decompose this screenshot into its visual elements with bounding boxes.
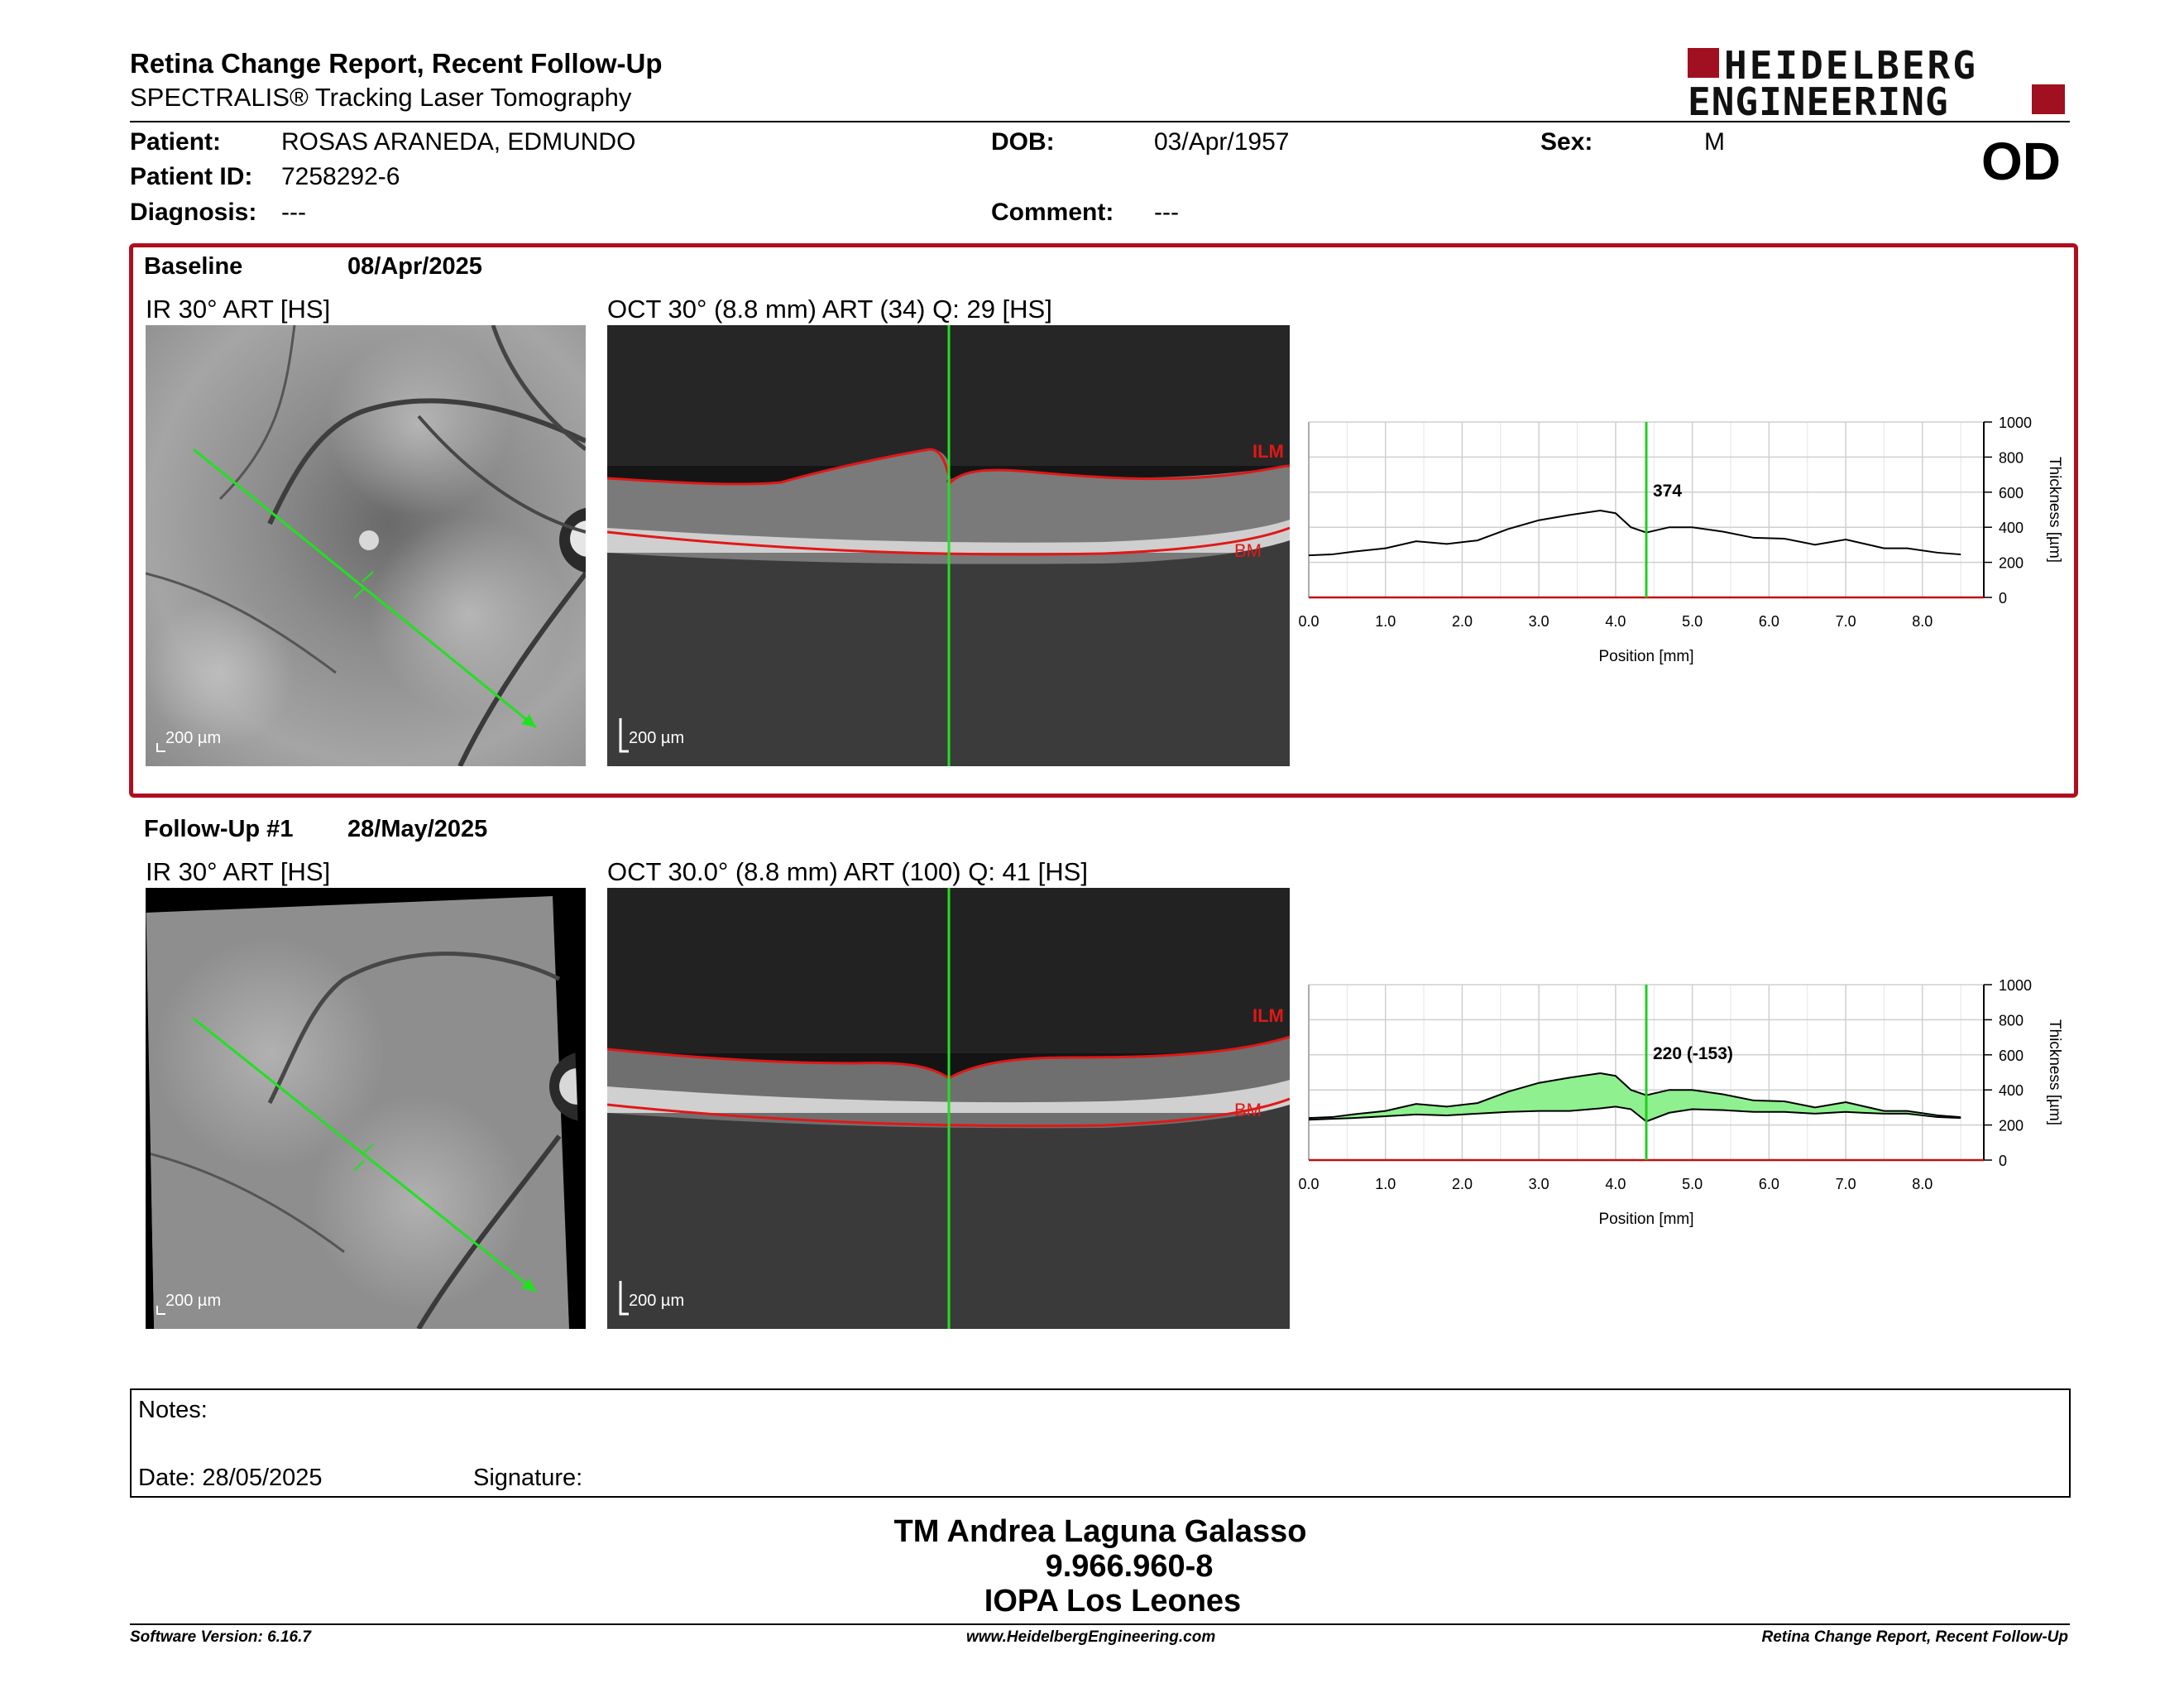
signatory-id: 9.966.960-8 (1045, 1549, 1214, 1584)
chart-x-tick-label: 4.0 (1605, 1176, 1626, 1192)
chart-y-tick-label: 0 (1999, 1153, 2007, 1169)
chart-y-tick-label: 400 (1999, 1082, 2024, 1099)
followup-ir-label: IR 30° ART [HS] (146, 857, 331, 886)
chart-series-line (1308, 1072, 1961, 1120)
baseline-oct-scale: 200 µm (629, 729, 685, 747)
logo-red-square-top (1688, 48, 1719, 78)
followup-thickness-chart: 0.0 1.0 2.0 3.0 4.0 5.0 6.0 7.0 8.0 0 200 400 600 800… (1298, 977, 2063, 1228)
chart-x-tick-label: 8.0 (1912, 613, 1933, 630)
chart-y-tick-label: 200 (1999, 555, 2024, 572)
footer-report-name: Retina Change Report, Recent Follow-Up (1761, 1628, 2068, 1646)
baseline-oct-label: OCT 30° (8.8 mm) ART (34) Q: 29 [HS] (607, 295, 1052, 324)
followup-ilm-label: ILM (1252, 1005, 1284, 1026)
followup-ir-fundus-image: 200 µm (146, 888, 586, 1329)
baseline-bm-label: BM (1234, 540, 1262, 561)
baseline-oct-bscan-image: ILM BM 200 µm (607, 325, 1290, 766)
heidelberg-logo: HEIDELBERG ENGINEERING (1688, 43, 2068, 124)
signature-label: Signature: (473, 1465, 583, 1491)
patient-id-label: Patient ID: (130, 163, 253, 190)
chart-x-tick-label: 6.0 (1759, 1176, 1779, 1192)
chart-x-tick-label: 1.0 (1375, 613, 1396, 630)
logo-text-engineering: ENGINEERING (1688, 79, 1949, 124)
software-version: Software Version: 6.16.7 (130, 1628, 311, 1646)
report-title: Retina Change Report, Recent Follow-Up (130, 48, 663, 79)
diagnosis-value: --- (281, 199, 306, 226)
baseline-panel (129, 243, 2078, 798)
chart-y-axis-title: Thickness [µm] (2046, 457, 2063, 563)
followup-oct-bscan-image: ILM BM 200 µm (607, 888, 1290, 1329)
baseline-ir-fundus-image: 200 µm (146, 325, 586, 766)
chart-x-tick-label: 4.0 (1605, 613, 1626, 630)
baseline-label: Baseline (144, 253, 243, 280)
baseline-thickness-chart: 0.0 1.0 2.0 3.0 4.0 5.0 6.0 7.0 8.0 0 200 400 600 800… (1298, 415, 2063, 665)
sex-value: M (1704, 128, 1725, 156)
followup-date: 28/May/2025 (347, 816, 488, 842)
chart-y-axis-title: Thickness [µm] (2046, 1019, 2063, 1125)
chart-x-tick-label: 2.0 (1452, 613, 1473, 630)
notes-date: Date: 28/05/2025 (138, 1465, 323, 1491)
chart-x-tick-label: 7.0 (1836, 613, 1856, 630)
followup-oct-label: OCT 30.0° (8.8 mm) ART (100) Q: 41 [HS] (607, 857, 1088, 886)
chart-series-line (1308, 510, 1961, 557)
chart-x-tick-label: 5.0 (1682, 613, 1703, 630)
website: www.HeidelbergEngineering.com (966, 1628, 1216, 1646)
chart-x-tick-label: 2.0 (1452, 1176, 1473, 1192)
chart-y-tick-label: 800 (1999, 449, 2024, 466)
chart-y-tick-label: 0 (1999, 590, 2007, 607)
chart-y-tick-label: 600 (1999, 485, 2024, 501)
followup-ir-scale: 200 µm (165, 1292, 222, 1310)
comment-label: Comment: (991, 199, 1114, 226)
chart-cursor-value-label: 374 (1653, 482, 1682, 501)
signatory-name: TM Andrea Laguna Galasso (893, 1514, 1307, 1549)
followup-bm-label: BM (1234, 1100, 1262, 1120)
chart-x-tick-label: 1.0 (1375, 1176, 1396, 1192)
notes-label: Notes: (138, 1397, 208, 1423)
patient-name: ROSAS ARANEDA, EDMUNDO (281, 128, 636, 156)
followup-oct-scale: 200 µm (629, 1292, 685, 1310)
chart-x-tick-label: 6.0 (1759, 613, 1779, 630)
chart-y-tick-label: 200 (1999, 1118, 2024, 1134)
chart-y-tick-label: 800 (1999, 1012, 2024, 1029)
notes-box: Notes: Date: 28/05/2025 Signature: (130, 1388, 2071, 1498)
chart-x-tick-label: 5.0 (1682, 1176, 1703, 1192)
chart-y-tick-label: 1000 (1999, 415, 2032, 431)
logo-red-square-bottom (2032, 84, 2065, 114)
chart-x-tick-label: 8.0 (1912, 1176, 1933, 1192)
logo-text-heidelberg: HEIDELBERG (1724, 43, 1978, 88)
signatory-institution: IOPA Los Leones (984, 1584, 1242, 1618)
footer-divider (130, 1623, 2070, 1625)
chart-x-axis-title: Position [mm] (1598, 1211, 1693, 1228)
dob-value: 03/Apr/1957 (1154, 128, 1290, 156)
dob-label: DOB: (991, 128, 1055, 156)
eye-label: OD (1981, 132, 2061, 191)
comment-value: --- (1154, 199, 1179, 226)
chart-x-tick-label: 3.0 (1529, 1176, 1549, 1192)
followup-label: Follow-Up #1 (144, 816, 294, 842)
sex-label: Sex: (1540, 128, 1593, 156)
chart-x-axis-title: Position [mm] (1598, 648, 1693, 665)
baseline-ir-scale: 200 µm (165, 729, 222, 747)
chart-y-tick-label: 600 (1999, 1048, 2024, 1064)
chart-series-line (1308, 1105, 1961, 1123)
chart-x-tick-label: 0.0 (1298, 613, 1319, 630)
chart-x-tick-label: 0.0 (1298, 1176, 1319, 1192)
diagnosis-label: Diagnosis: (130, 199, 257, 226)
chart-x-tick-label: 3.0 (1529, 613, 1549, 630)
chart-x-tick-label: 7.0 (1836, 1176, 1856, 1192)
chart-y-tick-label: 1000 (1999, 977, 2032, 994)
baseline-ir-label: IR 30° ART [HS] (146, 295, 331, 324)
baseline-ilm-label: ILM (1252, 441, 1284, 462)
chart-y-tick-label: 400 (1999, 520, 2024, 536)
header-divider (130, 121, 2070, 122)
chart-difference-area (1309, 1073, 1961, 1122)
patient-id: 7258292-6 (281, 163, 400, 190)
baseline-date: 08/Apr/2025 (347, 253, 482, 280)
chart-cursor-value-label: 220 (-153) (1653, 1044, 1733, 1063)
report-subtitle: SPECTRALIS® Tracking Laser Tomography (130, 83, 632, 112)
patient-label: Patient: (130, 128, 222, 156)
